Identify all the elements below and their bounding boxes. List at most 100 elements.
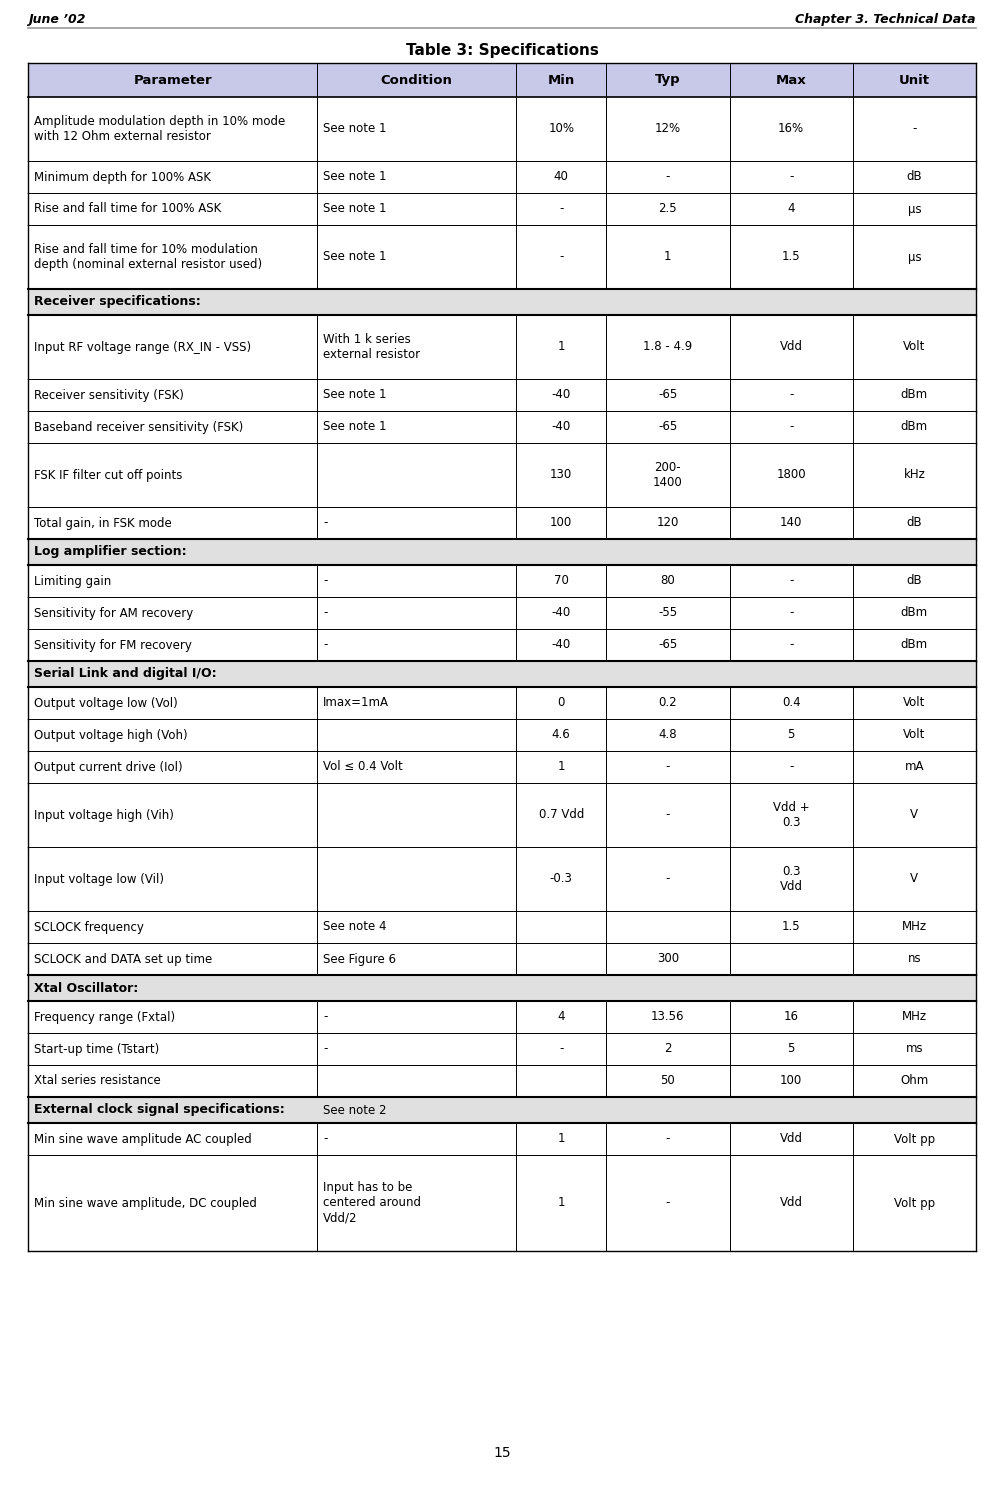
Text: Volt: Volt [903, 340, 925, 353]
Text: 1.5: 1.5 [781, 250, 799, 264]
Text: -40: -40 [551, 420, 571, 434]
Text: 0.3
Vdd: 0.3 Vdd [779, 865, 801, 893]
Text: MHz: MHz [901, 1011, 926, 1023]
Text: dBm: dBm [900, 607, 927, 619]
Text: Chapter 3. Technical Data: Chapter 3. Technical Data [794, 13, 975, 25]
Text: 4.8: 4.8 [658, 729, 677, 741]
Text: 1.5: 1.5 [781, 920, 799, 933]
Text: FSK IF filter cut off points: FSK IF filter cut off points [34, 468, 183, 482]
Bar [28, 1156, 975, 1251]
Bar [28, 783, 975, 847]
Text: Input voltage low (Vil): Input voltage low (Vil) [34, 872, 163, 886]
Text: -65: -65 [658, 638, 677, 652]
Text: 80: 80 [660, 574, 675, 587]
Text: 50: 50 [660, 1075, 675, 1087]
Text: Min: Min [547, 73, 575, 86]
Bar [28, 192, 975, 225]
Text: Total gain, in FSK mode: Total gain, in FSK mode [34, 516, 172, 529]
Text: -55: -55 [658, 607, 677, 619]
Text: Sensitivity for AM recovery: Sensitivity for AM recovery [34, 607, 193, 619]
Text: See note 1: See note 1 [323, 203, 386, 216]
Text: -0.3: -0.3 [550, 872, 572, 886]
Text: Min sine wave amplitude, DC coupled: Min sine wave amplitude, DC coupled [34, 1196, 257, 1209]
Text: -: - [559, 1042, 563, 1056]
Text: See note 4: See note 4 [323, 920, 386, 933]
Text: Output current drive (Iol): Output current drive (Iol) [34, 760, 183, 774]
Text: See note 1: See note 1 [323, 170, 386, 183]
Text: 2: 2 [664, 1042, 671, 1056]
Text: kHz: kHz [903, 468, 925, 482]
Text: 1.8 - 4.9: 1.8 - 4.9 [643, 340, 692, 353]
Text: Vdd +
0.3: Vdd + 0.3 [772, 801, 808, 829]
Text: 5: 5 [786, 1042, 794, 1056]
Text: Minimum depth for 100% ASK: Minimum depth for 100% ASK [34, 170, 211, 183]
Text: -: - [665, 808, 669, 822]
Text: Table 3: Specifications: Table 3: Specifications [405, 43, 598, 58]
Text: -: - [323, 1042, 327, 1056]
Text: Sensitivity for FM recovery: Sensitivity for FM recovery [34, 638, 192, 652]
Bar [28, 412, 975, 443]
Text: 4.6: 4.6 [552, 729, 570, 741]
Text: 0.4: 0.4 [781, 696, 799, 710]
Text: 0.2: 0.2 [658, 696, 677, 710]
Text: -40: -40 [551, 389, 571, 401]
Text: µs: µs [907, 250, 921, 264]
Text: 1: 1 [664, 250, 671, 264]
Text: -40: -40 [551, 607, 571, 619]
Text: Ohm: Ohm [900, 1075, 928, 1087]
Text: 0.7 Vdd: 0.7 Vdd [538, 808, 584, 822]
Text: See note 1: See note 1 [323, 250, 386, 264]
Text: 100: 100 [779, 1075, 801, 1087]
Text: Input RF voltage range (RX_IN - VSS): Input RF voltage range (RX_IN - VSS) [34, 340, 251, 353]
Text: -: - [559, 203, 563, 216]
Text: V: V [910, 872, 918, 886]
Text: Output voltage low (Vol): Output voltage low (Vol) [34, 696, 178, 710]
Text: µs: µs [907, 203, 921, 216]
Text: Xtal series resistance: Xtal series resistance [34, 1075, 160, 1087]
Bar [28, 379, 975, 412]
Text: -: - [788, 638, 792, 652]
Text: 1: 1 [557, 340, 565, 353]
Text: Serial Link and digital I/O:: Serial Link and digital I/O: [34, 668, 217, 680]
Text: 200-
1400: 200- 1400 [652, 461, 682, 489]
Text: Rise and fall time for 100% ASK: Rise and fall time for 100% ASK [34, 203, 221, 216]
Text: Parameter: Parameter [133, 73, 212, 86]
Text: See note 1: See note 1 [323, 389, 386, 401]
Text: -: - [665, 1196, 669, 1209]
Text: -65: -65 [658, 389, 677, 401]
Text: 1800: 1800 [775, 468, 805, 482]
Text: -65: -65 [658, 420, 677, 434]
Text: ns: ns [907, 953, 921, 966]
Text: With 1 k series
external resistor: With 1 k series external resistor [323, 332, 420, 361]
Text: Input voltage high (Vih): Input voltage high (Vih) [34, 808, 174, 822]
Text: Condition: Condition [380, 73, 452, 86]
Text: -: - [323, 574, 327, 587]
Bar [28, 1065, 975, 1097]
Bar [28, 1000, 975, 1033]
Text: 13.56: 13.56 [651, 1011, 684, 1023]
Text: Rise and fall time for 10% modulation
depth (nominal external resistor used): Rise and fall time for 10% modulation de… [34, 243, 262, 271]
Text: -: - [788, 574, 792, 587]
Text: 0: 0 [557, 696, 565, 710]
Text: -: - [788, 420, 792, 434]
Text: Volt pp: Volt pp [893, 1133, 934, 1145]
Text: 1: 1 [557, 1133, 565, 1145]
Text: -: - [788, 389, 792, 401]
Bar [28, 289, 975, 315]
Text: -: - [323, 638, 327, 652]
Text: 70: 70 [554, 574, 568, 587]
Text: 12%: 12% [654, 122, 680, 136]
Text: Baseband receiver sensitivity (FSK): Baseband receiver sensitivity (FSK) [34, 420, 243, 434]
Text: ms: ms [905, 1042, 923, 1056]
Bar [28, 443, 975, 507]
Text: -: - [665, 170, 669, 183]
Text: mA: mA [904, 760, 923, 774]
Text: -40: -40 [551, 638, 571, 652]
Text: dB: dB [906, 516, 922, 529]
Text: Amplitude modulation depth in 10% mode
with 12 Ohm external resistor: Amplitude modulation depth in 10% mode w… [34, 115, 285, 143]
Text: Vdd: Vdd [779, 340, 801, 353]
Bar [28, 942, 975, 975]
Text: -: - [323, 1133, 327, 1145]
Bar [28, 629, 975, 661]
Text: Volt pp: Volt pp [893, 1196, 934, 1209]
